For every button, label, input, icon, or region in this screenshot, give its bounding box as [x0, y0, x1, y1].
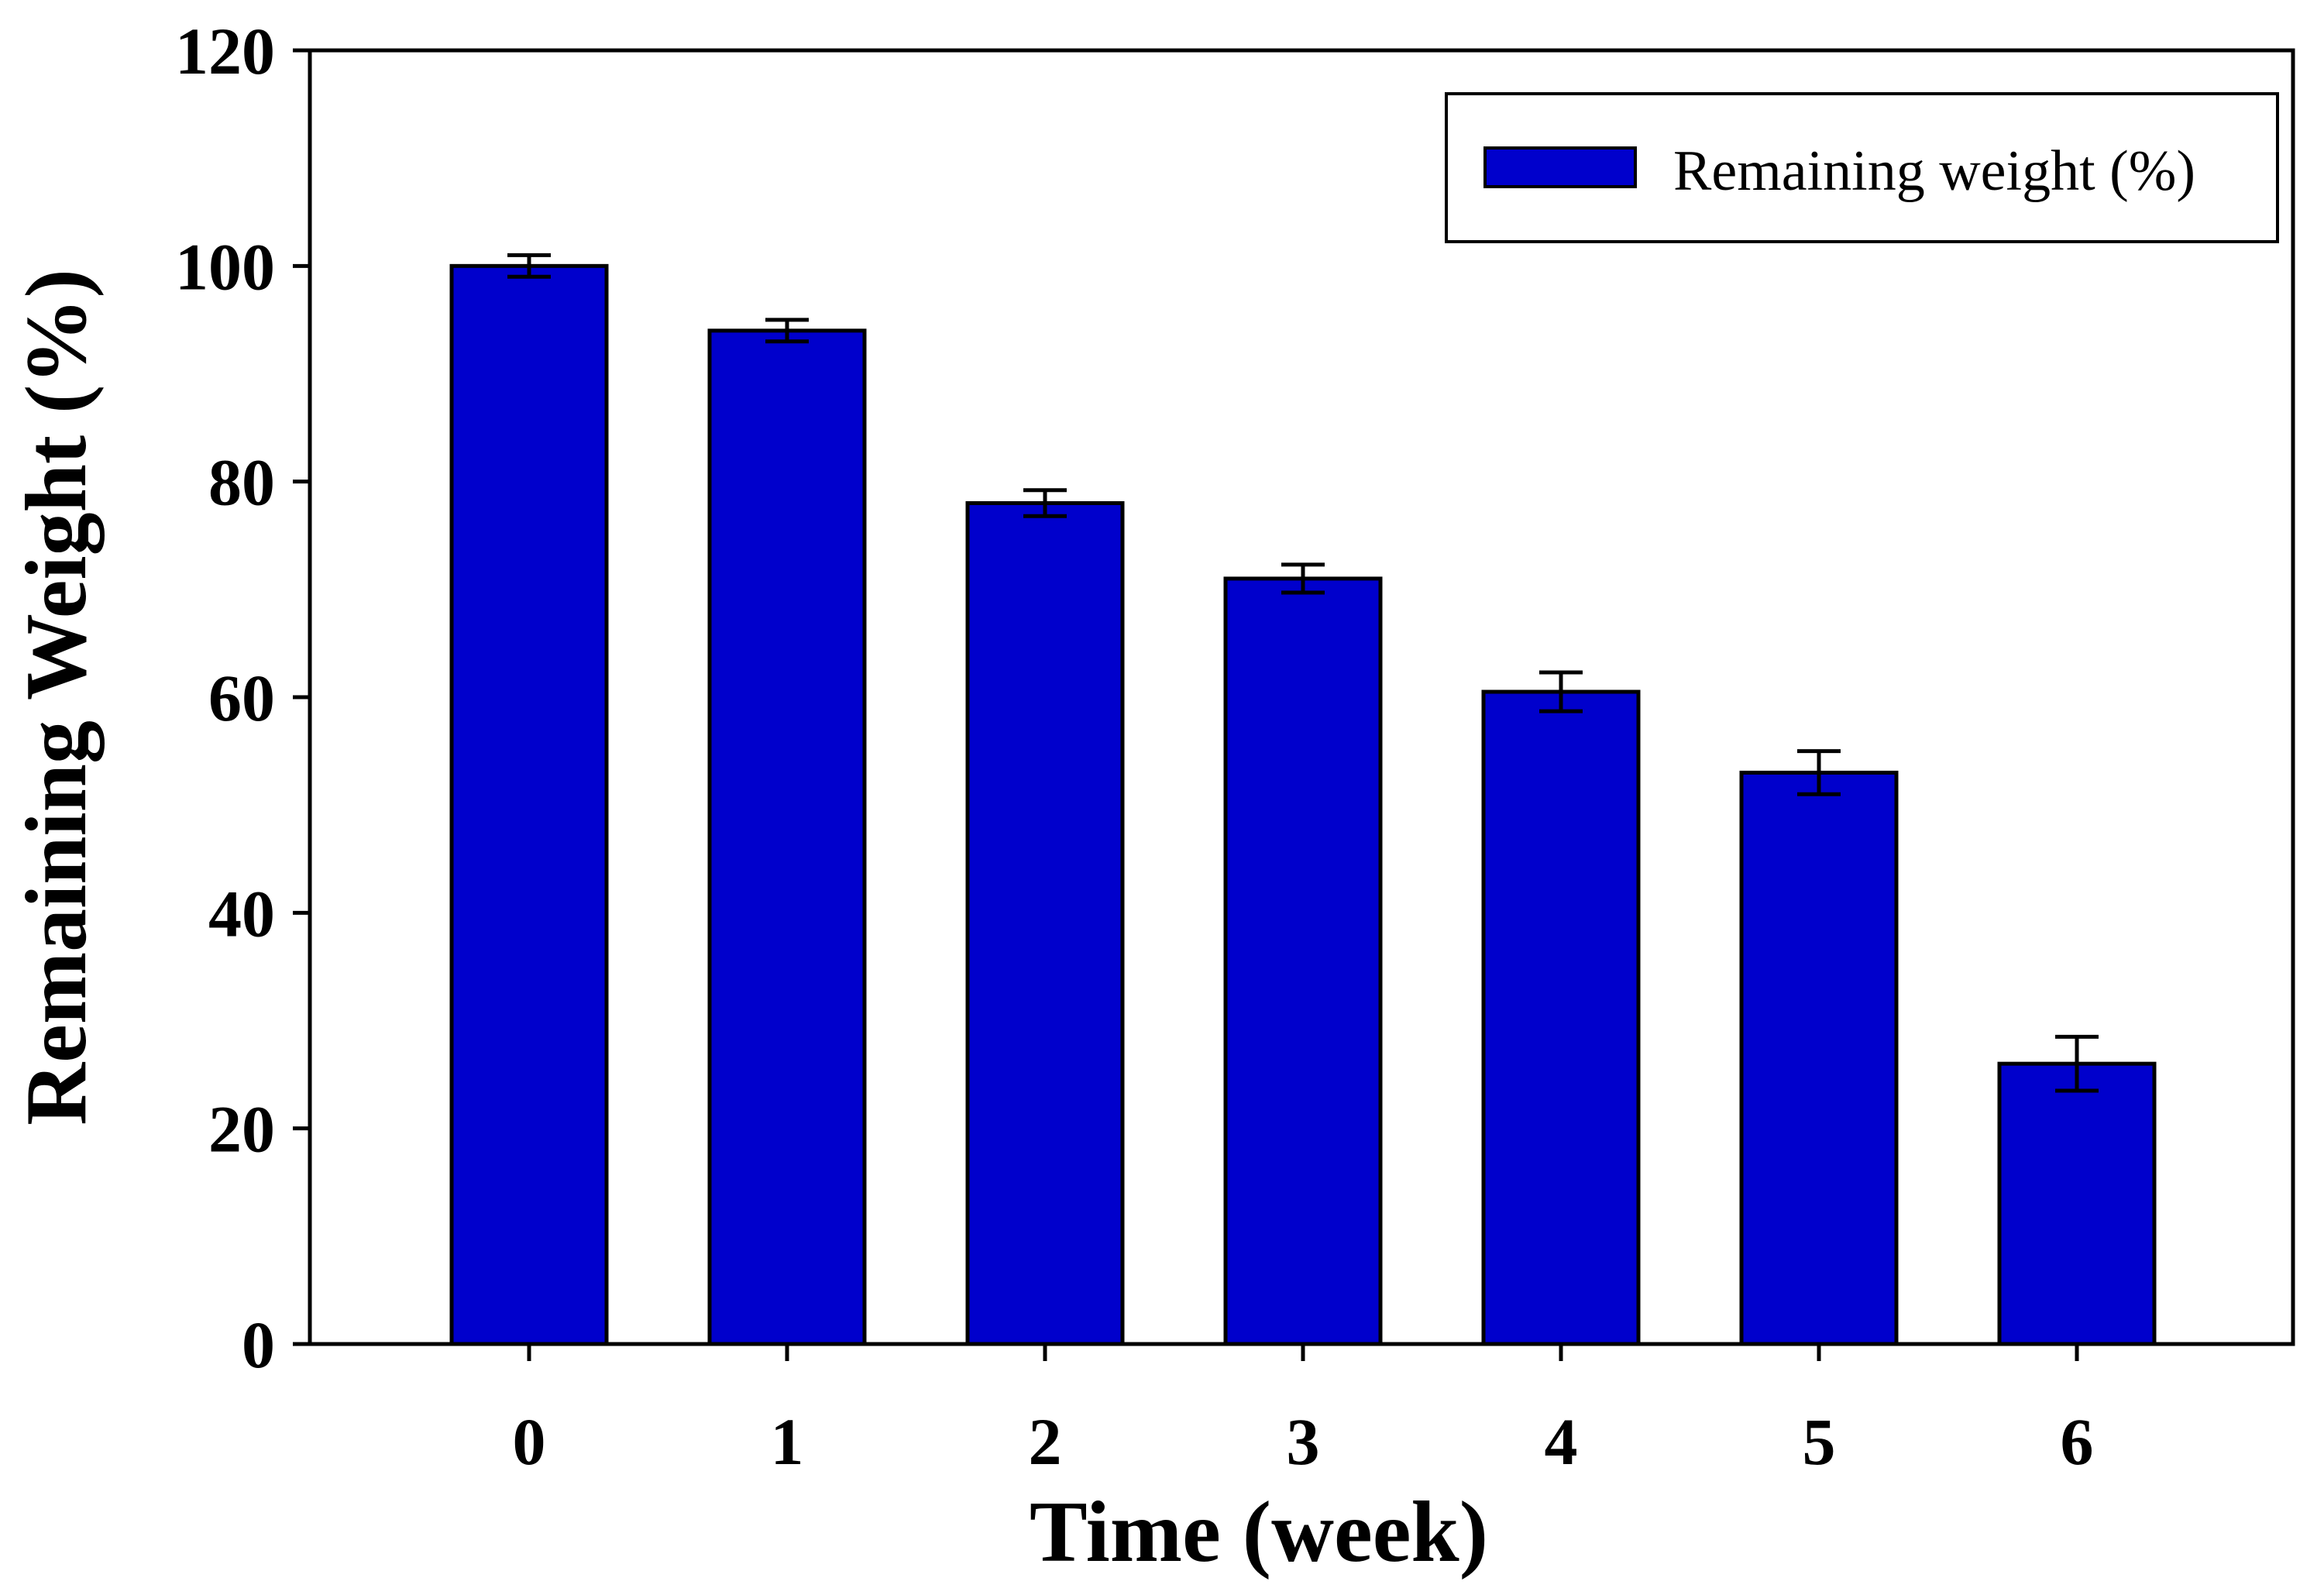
bar-week-4: [1481, 689, 1641, 1346]
error-bar-week-4: [1539, 670, 1583, 713]
error-bar-week-1: [765, 318, 809, 344]
x-tick-label-3: 3: [1287, 1404, 1320, 1479]
x-axis: 0 1 2 3 4 5 6: [513, 1344, 2094, 1479]
x-tick-label-4: 4: [1545, 1404, 1578, 1479]
y-tick-label-120: 120: [175, 14, 275, 88]
y-tick-label-40: 40: [208, 876, 275, 950]
error-bar-week-0: [507, 253, 551, 279]
error-bar-week-2: [1023, 488, 1067, 518]
bar-week-0: [449, 263, 609, 1346]
bar-week-6: [1997, 1061, 2157, 1346]
x-tick-label-0: 0: [513, 1404, 546, 1479]
y-tick-label-20: 20: [208, 1092, 275, 1167]
bars-layer: [449, 263, 2157, 1346]
bar-week-5: [1739, 770, 1899, 1346]
y-axis-title: Remaining Weight (%): [9, 269, 105, 1126]
x-tick-label-5: 5: [1803, 1404, 1836, 1479]
y-tick-label-80: 80: [208, 445, 275, 520]
x-tick-label-2: 2: [1029, 1404, 1062, 1479]
x-axis-title: Time (week): [1030, 1484, 1488, 1580]
y-tick-label-100: 100: [175, 229, 275, 304]
bar-week-1: [707, 328, 867, 1346]
y-axis: 0 20 40 60 80 100 120: [175, 14, 310, 1382]
y-tick-label-0: 0: [242, 1308, 275, 1382]
bar-week-2: [965, 501, 1125, 1346]
error-bar-week-5: [1797, 749, 1841, 796]
bar-week-3: [1223, 576, 1383, 1346]
error-bar-week-6: [2055, 1034, 2099, 1093]
legend-swatch: [1483, 146, 1637, 188]
x-tick-label-6: 6: [2061, 1404, 2094, 1479]
error-bars-layer: [507, 253, 2099, 1093]
y-tick-label-60: 60: [208, 661, 275, 735]
x-tick-label-1: 1: [771, 1404, 804, 1479]
legend-label: Remaining weight (%): [1673, 139, 2195, 203]
legend: Remaining weight (%): [1445, 92, 2279, 243]
error-bar-week-3: [1281, 562, 1325, 595]
